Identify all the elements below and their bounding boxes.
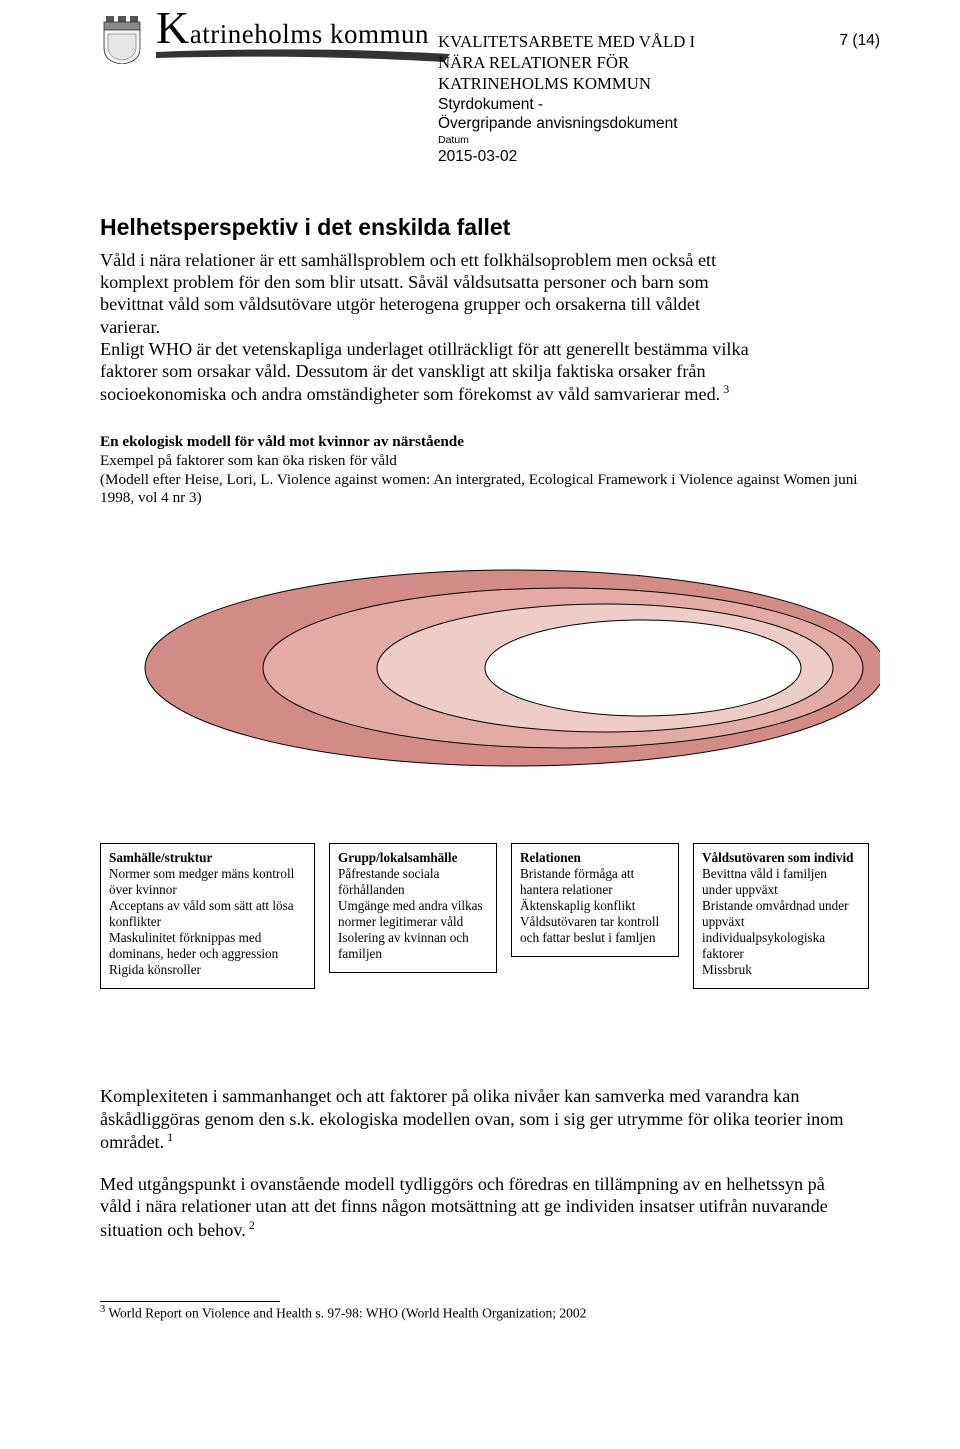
lower-p1: Komplexiteten i sammanhanget och att fak… — [100, 1085, 850, 1153]
kommun-name: Katrineholms kommun — [156, 14, 456, 50]
doc-title-line1: KVALITETSARBETE MED VÅLD I — [438, 32, 695, 53]
doc-title-line2: NÄRA RELATIONER FÖR — [438, 53, 695, 74]
box-title-relation: Relationen — [520, 850, 581, 865]
crest-icon — [100, 14, 144, 64]
kommun-name-block: Katrineholms kommun — [156, 14, 456, 62]
factor-box-community: Grupp/lokalsamhälle Påfrestande sociala … — [329, 843, 497, 974]
styr-line2: Övergripande anvisningsdokument — [438, 114, 695, 133]
section-title: Helhetsperspektiv i det enskilda fallet — [100, 214, 880, 241]
box4-l2: individualpsykologiska faktorer — [702, 930, 825, 961]
factor-box-society: Samhälle/struktur Normer som medger mäns… — [100, 843, 315, 990]
box2-l2: Isolering av kvinnan och familjen — [338, 930, 469, 961]
doc-title-line3: KATRINEHOLMS KOMMUN — [438, 74, 695, 95]
factor-boxes-row: Samhälle/struktur Normer som medger mäns… — [100, 843, 880, 990]
box4-l1: Bristande omvårdnad under uppväxt — [702, 898, 849, 929]
kommun-k: K — [156, 2, 190, 53]
main-content: Helhetsperspektiv i det enskilda fallet … — [100, 214, 880, 1321]
footnote-text: World Report on Violence and Health s. 9… — [105, 1305, 586, 1320]
box2-l0: Påfrestande sociala förhållanden — [338, 866, 439, 897]
box-title-community: Grupp/lokalsamhälle — [338, 850, 457, 865]
datum-label: Datum — [438, 134, 695, 147]
footnote-rule — [100, 1301, 280, 1302]
kommun-rest: atrineholms kommun — [190, 19, 429, 49]
swoosh-icon — [156, 48, 456, 62]
factor-box-individual: Våldsutövaren som individ Bevittna våld … — [693, 843, 869, 990]
datum-value: 2015-03-02 — [438, 147, 695, 166]
model-caption: En ekologisk modell för våld mot kvinnor… — [100, 433, 860, 507]
box-title-individual: Våldsutövaren som individ — [702, 850, 853, 865]
factor-box-relation: Relationen Bristande förmåga att hantera… — [511, 843, 679, 958]
paragraph-1: Våld i nära relationer är ett samhällspr… — [100, 249, 760, 338]
box3-l0: Bristande förmåga att hantera relationer — [520, 866, 634, 897]
lower-p2: Med utgångspunkt i ovanstående modell ty… — [100, 1173, 850, 1241]
box4-l3: Missbruk — [702, 962, 752, 977]
box1-l3: Rigida könsroller — [109, 962, 201, 977]
model-citation: (Modell efter Heise, Lori, L. Violence a… — [100, 471, 860, 508]
box1-l1: Acceptans av våld som sätt att lösa konf… — [109, 898, 294, 929]
box1-l0: Normer som medger mäns kontroll över kvi… — [109, 866, 294, 897]
styr-line1: Styrdokument - — [438, 95, 695, 114]
ecological-model-diagram — [100, 538, 880, 803]
lower-paragraphs: Komplexiteten i sammanhanget och att fak… — [100, 1085, 880, 1240]
box-title-society: Samhälle/struktur — [109, 850, 212, 865]
doc-header-block: KVALITETSARBETE MED VÅLD I NÄRA RELATION… — [438, 32, 695, 166]
model-subtitle: Exempel på faktorer som kan öka risken f… — [100, 452, 860, 471]
box2-l1: Umgänge med andra vilkas normer legitime… — [338, 898, 483, 929]
box3-l1: Äktenskaplig konflikt — [520, 898, 635, 913]
box4-l0: Bevittna våld i familjen under uppväxt — [702, 866, 827, 897]
page-number: 7 (14) — [840, 32, 881, 50]
box3-l2: Våldsutövaren tar kontroll och fattar be… — [520, 914, 659, 945]
footnote: 3 World Report on Violence and Health s.… — [100, 1304, 880, 1322]
box1-l2: Maskulinitet förknippas med dominans, he… — [109, 930, 278, 961]
model-title: En ekologisk modell för våld mot kvinnor… — [100, 433, 860, 452]
paragraph-2: Enligt WHO är det vetenskapliga underlag… — [100, 338, 760, 406]
